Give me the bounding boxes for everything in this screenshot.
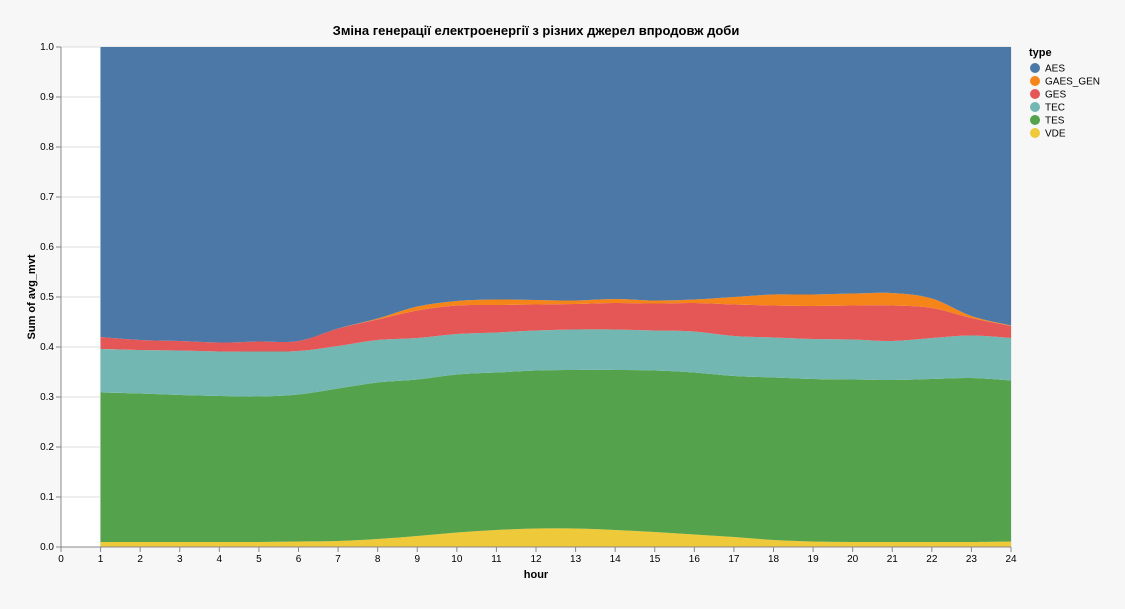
area-series-tec[interactable] — [100, 329, 1012, 397]
legend-label: TEC — [1045, 103, 1065, 114]
legend-swatch-tes[interactable] — [1030, 115, 1040, 125]
y-tick-label: 0.1 — [40, 492, 54, 503]
area-series-vde[interactable] — [100, 528, 1012, 547]
area-layer — [100, 47, 1012, 547]
x-axis-title: hour — [524, 569, 549, 581]
y-tick-label: 0.2 — [40, 442, 54, 453]
x-tick-label: 9 — [414, 554, 420, 565]
y-tick-label: 0.0 — [40, 542, 54, 553]
x-tick-label: 0 — [58, 554, 64, 565]
legend-label: VDE — [1045, 129, 1066, 140]
x-tick-label: 18 — [768, 554, 780, 565]
area-series-aes[interactable] — [100, 47, 1012, 343]
x-tick-label: 17 — [728, 554, 740, 565]
x-tick-label: 5 — [256, 554, 262, 565]
x-tick-label: 4 — [217, 554, 223, 565]
x-tick-label: 16 — [689, 554, 701, 565]
area-series-tes[interactable] — [100, 369, 1012, 543]
y-tick-label: 0.7 — [40, 192, 54, 203]
legend-swatch-ges[interactable] — [1030, 89, 1040, 99]
x-tick-label: 22 — [926, 554, 938, 565]
x-tick-label: 13 — [570, 554, 582, 565]
x-tick-label: 10 — [451, 554, 463, 565]
legend-label: GAES_GEN — [1045, 77, 1100, 88]
legend-swatch-vde[interactable] — [1030, 128, 1040, 138]
x-tick-label: 2 — [137, 554, 143, 565]
x-tick-label: 8 — [375, 554, 381, 565]
y-tick-label: 0.4 — [40, 342, 54, 353]
y-axis-title: Sum of avg_mvt — [26, 254, 38, 339]
x-tick-label: 7 — [335, 554, 341, 565]
x-tick-label: 19 — [808, 554, 820, 565]
legend-label: TES — [1045, 116, 1065, 127]
x-tick-label: 15 — [649, 554, 661, 565]
y-tick-label: 0.5 — [40, 292, 54, 303]
x-tick-label: 21 — [887, 554, 899, 565]
y-tick-label: 0.8 — [40, 142, 54, 153]
area-series-gaes-gen[interactable] — [100, 292, 1012, 343]
x-tick-label: 23 — [966, 554, 978, 565]
y-tick-label: 0.9 — [40, 92, 54, 103]
x-tick-label: 11 — [491, 554, 502, 565]
y-tick-label: 0.3 — [40, 392, 54, 403]
chart-title: Зміна генерації електроенергії з різних … — [333, 23, 740, 38]
x-tick-label: 1 — [98, 554, 104, 565]
y-tick-label: 0.6 — [40, 242, 54, 253]
legend-swatch-aes[interactable] — [1030, 63, 1040, 73]
x-tick-label: 6 — [296, 554, 302, 565]
area-series-ges[interactable] — [100, 302, 1012, 352]
x-tick-label: 12 — [530, 554, 542, 565]
legend-swatch-gaes-gen[interactable] — [1030, 76, 1040, 86]
legend: type AES GAES_GEN GES TEC TES VDE — [1029, 47, 1100, 140]
axes: 0 1 2 3 4 5 6 7 8 9 10 11 12 13 14 15 16 17 18 19 20 21 22 23 24… — [40, 42, 1017, 565]
legend-title: type — [1029, 47, 1052, 59]
legend-swatch-tec[interactable] — [1030, 102, 1040, 112]
x-tick-label: 20 — [847, 554, 859, 565]
y-tick-label: 1.0 — [40, 42, 54, 53]
x-tick-label: 3 — [177, 554, 183, 565]
x-tick-label: 24 — [1005, 554, 1017, 565]
x-tick-label: 14 — [610, 554, 622, 565]
legend-label: GES — [1045, 90, 1066, 101]
legend-label: AES — [1045, 64, 1065, 75]
